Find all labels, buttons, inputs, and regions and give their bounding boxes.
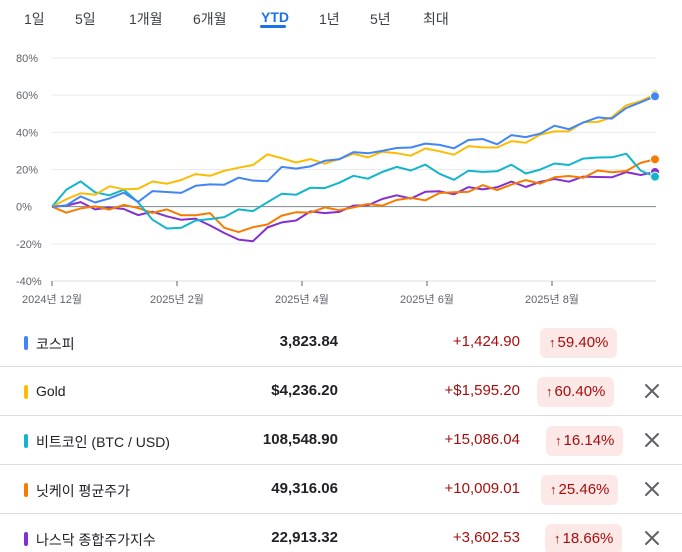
percent-change-badge: ↑ 16.14% [546,426,624,456]
tab-max[interactable]: 최대 [423,11,449,27]
x-tick-label: 2024년 12월 [22,293,82,306]
item-name: 비트코인 (BTC / USD) [36,434,170,450]
series-color-swatch [24,483,28,497]
tab-1d[interactable]: 1일 [24,11,45,27]
x-tick-label: 2025년 8월 [525,293,579,306]
arrow-up-icon: ↑ [550,482,557,497]
series-color-swatch [24,336,28,350]
item-name: 코스피 [36,336,75,352]
item-change: +15,086.04 [444,431,521,448]
chart-svg[interactable]: 80% 60% 40% 20% 0% -20% -40% 2024년 12월 2025년 2월 2… [0,44,682,312]
percent-change-badge: ↑ 18.66% [545,524,623,552]
list-item[interactable]: 닛케이 평균주가 49,316.06 +10,009.01 ↑ 25.46% [0,465,682,514]
y-tick-label: -20% [16,239,42,251]
arrow-up-icon: ↑ [546,384,553,399]
y-tick-label: 80% [16,53,38,65]
x-tick-label: 2025년 2월 [150,293,204,306]
arrow-up-icon: ↑ [549,335,556,350]
percent-value: 60.40% [554,383,606,400]
series-line [51,158,656,234]
series-color-swatch [24,385,28,399]
series-color-swatch [24,434,28,448]
arrow-up-icon: ↑ [554,531,561,546]
item-change: +1,424.90 [452,333,520,350]
x-tick-label: 2025년 4월 [275,293,329,306]
item-price: 22,913.32 [271,529,338,546]
item-name: Gold [36,383,66,399]
series-end-dot [650,91,660,102]
y-tick-label: 60% [16,90,38,102]
list-item[interactable]: 비트코인 (BTC / USD) 108,548.90 +15,086.04 ↑… [0,416,682,465]
item-name: 나스닥 종합주가지수 [36,532,156,548]
comparison-chart[interactable]: 80% 60% 40% 20% 0% -20% -40% 2024년 12월 2025년 2월 2… [0,44,682,312]
item-change: +10,009.01 [444,480,521,497]
series-color-swatch [24,532,28,546]
percent-change-badge: ↑ 25.46% [541,475,619,505]
series-end-dot [650,171,660,182]
percent-value: 59.40% [557,334,609,351]
arrow-up-icon: ↑ [555,433,562,448]
active-tab-indicator [260,25,286,28]
list-item[interactable]: 나스닥 종합주가지수 22,913.32 +3,602.53 ↑ 18.66% [0,514,682,552]
percent-value: 25.46% [558,481,610,498]
percent-value: 16.14% [563,432,615,449]
percent-change-badge: ↑ 60.40% [537,377,615,407]
item-change: +3,602.53 [452,529,520,546]
series-line [51,93,656,208]
series-line [51,171,656,243]
tab-6m[interactable]: 6개월 [193,11,227,27]
series-end-dot [650,154,660,165]
close-icon[interactable] [641,527,663,549]
close-icon[interactable] [641,429,663,451]
tab-1y[interactable]: 1년 [319,11,340,27]
series-line [51,152,656,230]
item-name: 닛케이 평균주가 [36,483,131,499]
close-icon[interactable] [641,380,663,402]
y-tick-label: 0% [16,202,32,214]
x-tick-label: 2025년 6월 [400,293,454,306]
percent-value: 18.66% [562,530,614,547]
tab-5y[interactable]: 5년 [370,11,391,27]
tab-5d[interactable]: 5일 [75,11,96,27]
series-line [51,95,656,208]
tab-ytd[interactable]: YTD [261,9,289,25]
y-tick-label: 40% [16,127,38,139]
item-price: $4,236.20 [271,382,338,399]
item-price: 108,548.90 [262,431,338,448]
tab-1m[interactable]: 1개월 [129,11,163,27]
y-tick-label: 20% [16,165,38,177]
percent-change-badge: ↑ 59.40% [540,328,618,358]
list-item[interactable]: Gold $4,236.20 +$1,595.20 ↑ 60.40% [0,367,682,416]
item-price: 3,823.84 [279,333,338,350]
item-change: +$1,595.20 [444,382,521,399]
close-icon[interactable] [641,478,663,500]
y-tick-label: -40% [16,276,42,288]
item-price: 49,316.06 [271,480,338,497]
list-item[interactable]: 코스피 3,823.84 +1,424.90 ↑ 59.40% [0,318,682,367]
range-tabs: 1일 5일 1개월 6개월 YTD 1년 5년 최대 [0,0,682,36]
